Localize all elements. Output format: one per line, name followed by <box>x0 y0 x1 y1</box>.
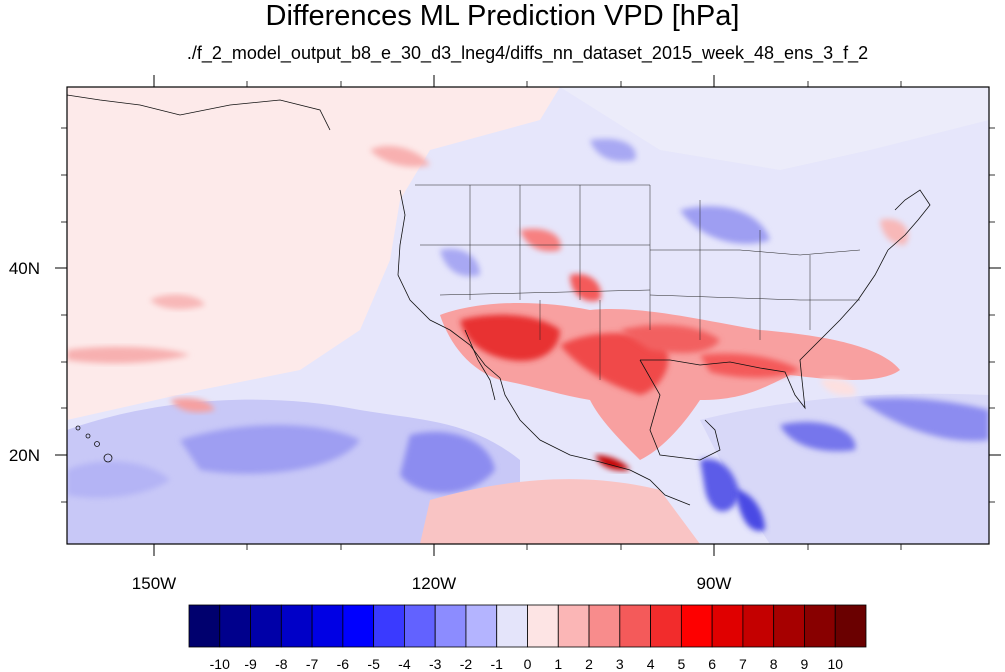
colorbar-label: -3 <box>429 656 442 672</box>
colorbar-swatch <box>680 604 713 648</box>
colorbar-swatch <box>650 604 682 648</box>
lat-label-40n: 40N <box>9 259 40 278</box>
colorbar-swatch <box>557 604 590 648</box>
colorbar-label: -1 <box>491 656 504 672</box>
colorbar-swatch <box>373 604 405 648</box>
colorbar-label: 6 <box>708 656 716 672</box>
colorbar-label: -9 <box>244 656 257 672</box>
colorbar-label: -6 <box>337 656 350 672</box>
colorbar-label: -10 <box>210 656 230 672</box>
lon-label-90w: 90W <box>697 574 732 593</box>
colorbar-swatch <box>465 604 498 648</box>
colorbar-label: 0 <box>524 656 532 672</box>
colorbar-label: -4 <box>398 656 411 672</box>
colorbar-swatch <box>188 604 221 648</box>
colorbar-swatch <box>742 604 775 648</box>
colorbar-swatch <box>711 604 744 648</box>
map-subtitle: ./f_2_model_output_b8_e_30_d3_lneg4/diff… <box>186 43 869 63</box>
plot-frame <box>66 86 990 545</box>
lon-label-150w: 150W <box>132 574 176 593</box>
colorbar-label: 7 <box>739 656 747 672</box>
lat-label-20n: 20N <box>9 446 40 465</box>
colorbar-label: 3 <box>616 656 624 672</box>
colorbar-swatch <box>527 604 559 648</box>
colorbar-label: 9 <box>801 656 809 672</box>
colorbar-label: -8 <box>275 656 288 672</box>
colorbar-swatch <box>342 604 375 648</box>
lon-label-120w: 120W <box>412 574 456 593</box>
map-title: Differences ML Prediction VPD [hPa] <box>265 0 740 32</box>
colorbar-swatch <box>434 604 467 648</box>
colorbar-label: -7 <box>306 656 319 672</box>
colorbar-swatch <box>219 604 251 648</box>
colorbar-label: 5 <box>677 656 685 672</box>
colorbar-label: 10 <box>827 656 843 672</box>
colorbar-swatch <box>250 604 282 648</box>
colorbar-label: -2 <box>460 656 473 672</box>
colorbar-label: 4 <box>647 656 655 672</box>
colorbar-swatch <box>773 604 805 648</box>
colorbar-swatch <box>280 604 313 648</box>
colorbar-swatch <box>834 604 867 648</box>
colorbar-swatch <box>404 604 436 648</box>
colorbar-label: 1 <box>554 656 562 672</box>
colorbar-label: 8 <box>770 656 778 672</box>
colorbar-label: 2 <box>585 656 593 672</box>
colorbar-swatch <box>496 604 528 648</box>
colorbar-swatch <box>804 604 836 648</box>
colorbar-swatch <box>588 604 621 648</box>
difference-field <box>67 87 989 544</box>
colorbar: -10 -9 -8 -7 -6 -5 -4 -3 -2 -1 0 1 2 3 4 5 6 7 8 9 10 <box>188 604 867 672</box>
colorbar-label: -5 <box>367 656 380 672</box>
colorbar-swatch <box>619 604 651 648</box>
colorbar-swatch <box>311 604 344 648</box>
